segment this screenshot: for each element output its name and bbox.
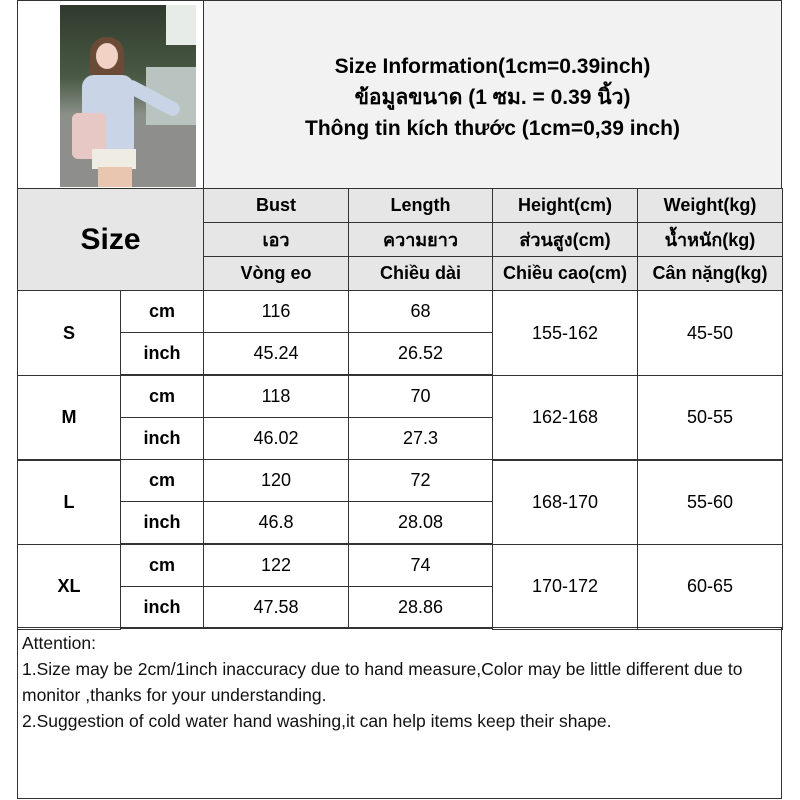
bust-value: 46.02 (203, 416, 349, 460)
bust-value: 45.24 (203, 332, 349, 376)
product-photo-cell (17, 0, 204, 189)
unit-label: inch (120, 416, 204, 460)
bust-value: 47.58 (203, 585, 349, 629)
weight-value: 55-60 (637, 459, 783, 545)
length-value: 26.52 (348, 332, 493, 376)
column-header: Length (348, 188, 493, 223)
title-en: Size Information(1cm=0.39inch) (334, 55, 651, 78)
weight-value: 45-50 (637, 290, 783, 376)
height-value: 168-170 (492, 459, 638, 545)
length-value: 28.86 (348, 585, 493, 629)
bust-value: 118 (203, 374, 349, 418)
size-label: XL (17, 543, 121, 630)
column-header: น้ำหนัก(kg) (637, 222, 783, 257)
bust-value: 122 (203, 543, 349, 587)
unit-label: inch (120, 585, 204, 629)
length-value: 68 (348, 290, 493, 333)
length-value: 27.3 (348, 416, 493, 460)
column-header: Vòng eo (203, 256, 349, 291)
column-header: Chiều dài (348, 256, 493, 291)
size-label: L (17, 459, 121, 545)
length-value: 28.08 (348, 501, 493, 545)
length-value: 74 (348, 543, 493, 587)
product-photo (60, 5, 196, 187)
height-value: 170-172 (492, 543, 638, 630)
unit-label: cm (120, 459, 204, 502)
title-th: ข้อมูลขนาด (1 ซม. = 0.39 นิ้ว) (354, 86, 631, 109)
column-header: Cân nặng(kg) (637, 256, 783, 291)
column-header: Bust (203, 188, 349, 223)
attention-line-1: 1.Size may be 2cm/1inch inaccuracy due t… (22, 659, 743, 705)
size-label: M (17, 374, 121, 461)
size-label: S (17, 290, 121, 376)
unit-label: cm (120, 374, 204, 418)
title-cell: Size Information(1cm=0.39inch) ข้อมูลขนา… (203, 0, 782, 189)
bust-value: 116 (203, 290, 349, 333)
column-header: Chiều cao(cm) (492, 256, 638, 291)
height-value: 155-162 (492, 290, 638, 376)
height-value: 162-168 (492, 374, 638, 461)
column-header: ความยาว (348, 222, 493, 257)
unit-label: cm (120, 543, 204, 587)
column-header: เอว (203, 222, 349, 257)
attention-box: Attention: 1.Size may be 2cm/1inch inacc… (17, 627, 782, 799)
bust-value: 120 (203, 459, 349, 502)
length-value: 70 (348, 374, 493, 418)
unit-label: inch (120, 501, 204, 545)
column-header: Weight(kg) (637, 188, 783, 223)
bust-value: 46.8 (203, 501, 349, 545)
attention-heading: Attention: (22, 633, 96, 653)
weight-value: 50-55 (637, 374, 783, 461)
attention-line-2: 2.Suggestion of cold water hand washing,… (22, 711, 612, 731)
length-value: 72 (348, 459, 493, 502)
unit-label: cm (120, 290, 204, 333)
unit-label: inch (120, 332, 204, 376)
column-header: Height(cm) (492, 188, 638, 223)
column-header: ส่วนสูง(cm) (492, 222, 638, 257)
size-header: Size (17, 188, 204, 291)
title-vi: Thông tin kích thước (1cm=0,39 inch) (305, 117, 680, 140)
weight-value: 60-65 (637, 543, 783, 630)
